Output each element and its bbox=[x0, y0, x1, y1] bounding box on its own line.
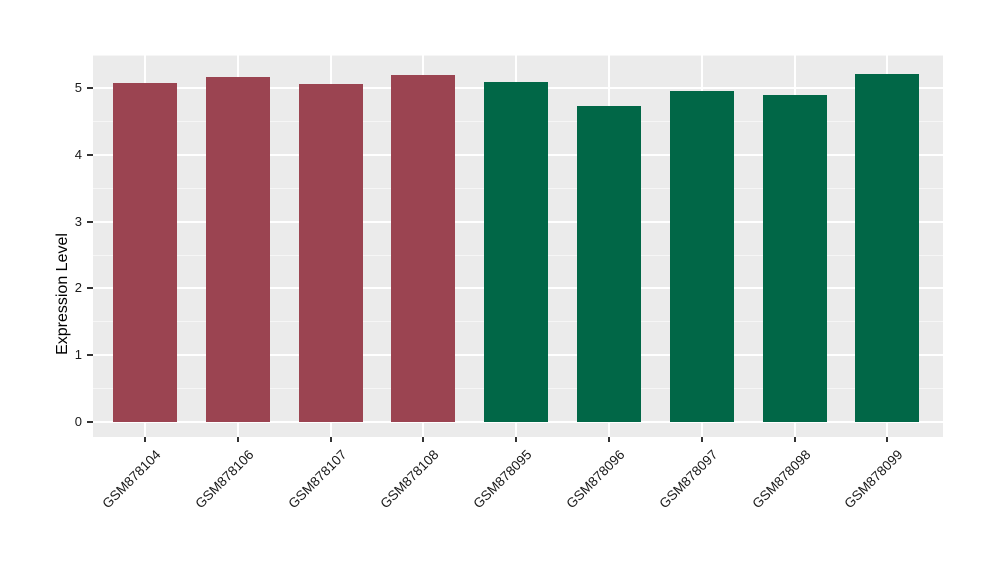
x-tick-mark bbox=[329, 437, 332, 442]
y-tick-label: 1 bbox=[74, 347, 82, 363]
x-tick-mark bbox=[700, 437, 703, 442]
y-tick-mark bbox=[87, 287, 93, 290]
x-tick-mark bbox=[144, 437, 146, 442]
bar-GSM878097 bbox=[669, 91, 734, 422]
y-tick-label: 0 bbox=[74, 413, 82, 429]
bar-GSM878096 bbox=[577, 106, 641, 422]
y-tick-label: 2 bbox=[74, 280, 82, 296]
plot-panel bbox=[93, 54, 943, 437]
x-tick-mark bbox=[236, 437, 239, 442]
y-tick-label: 3 bbox=[74, 213, 82, 229]
gridline-minor bbox=[93, 54, 943, 56]
bar-GSM878095 bbox=[484, 82, 549, 422]
y-tick-label: 4 bbox=[74, 147, 82, 163]
x-tick-mark bbox=[515, 437, 518, 442]
x-tick-mark bbox=[886, 437, 889, 442]
bar-GSM878106 bbox=[205, 77, 270, 422]
y-tick-mark bbox=[87, 220, 93, 223]
bar-GSM878107 bbox=[298, 84, 363, 422]
bar-GSM878098 bbox=[762, 95, 827, 422]
bar-GSM878108 bbox=[391, 75, 456, 422]
y-tick-mark bbox=[87, 354, 93, 357]
y-tick-mark bbox=[87, 154, 93, 157]
x-tick-mark bbox=[422, 437, 425, 442]
x-tick-mark bbox=[608, 437, 610, 442]
x-tick-label-GSM878099: GSM878099 bbox=[841, 447, 906, 512]
y-tick-label: 5 bbox=[74, 80, 82, 96]
gridline-major bbox=[93, 420, 943, 423]
x-tick-mark bbox=[793, 437, 796, 442]
bar-GSM878104 bbox=[113, 83, 177, 422]
bar-GSM878099 bbox=[855, 73, 920, 422]
y-tick-mark bbox=[87, 87, 93, 90]
y-tick-mark bbox=[87, 420, 93, 423]
